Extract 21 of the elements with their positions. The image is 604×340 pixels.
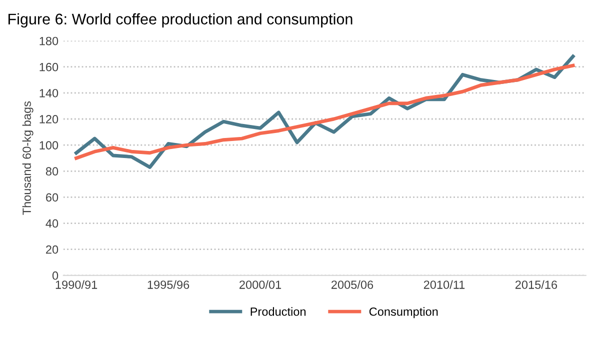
x-tick-label: 1990/91 [56,280,98,289]
chart-title: Figure 6: World coffee production and consumption [8,13,352,28]
y-tick-label: 160 [40,62,58,72]
y-tick-label: 20 [46,245,58,254]
x-tick-label: 1995/96 [148,280,190,289]
y-tick-label: 60 [46,193,58,202]
x-tick-label: 2015/16 [515,280,558,289]
line-series [74,64,575,160]
y-axis-title: Thousand 60-kg bags [22,101,34,215]
y-tick-label: 180 [40,36,58,46]
y-tick-label: 0 [52,271,58,280]
legend-label: Production [250,307,306,316]
y-tick-label: 100 [40,141,58,150]
y-tick-label: 80 [46,167,58,176]
y-tick-label: 120 [40,115,58,124]
x-tick-label: 2000/01 [240,280,282,289]
x-tick-label: 2010/11 [424,280,465,289]
y-tick-label: 140 [40,88,58,98]
y-tick-label: 40 [46,219,58,228]
legend-label: Consumption [369,307,438,318]
x-tick-label: 2005/06 [332,280,374,289]
